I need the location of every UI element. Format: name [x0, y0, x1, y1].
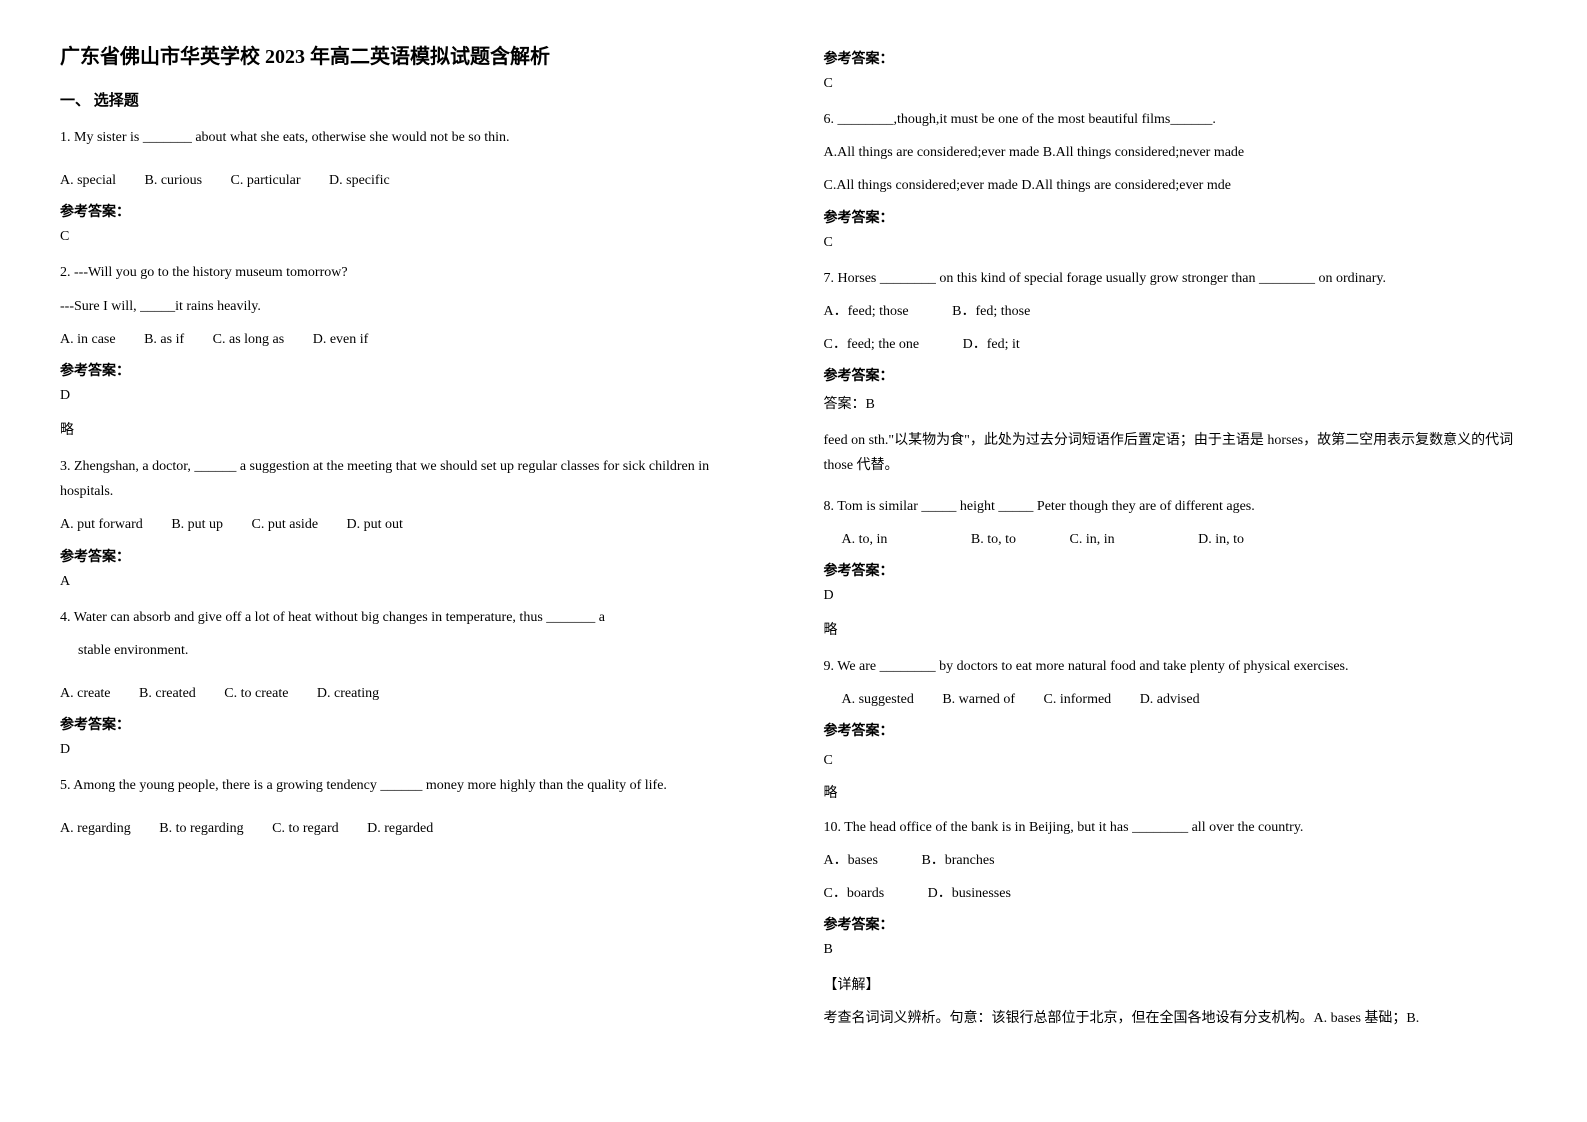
q9-optC: C. informed — [1044, 692, 1112, 707]
q4-options: A. create B. created C. to create D. cre… — [60, 681, 764, 706]
q4-answer: D — [60, 742, 764, 758]
q10-optA: A．bases — [824, 848, 878, 873]
q3-text: 3. Zhengshan, a doctor, ______ a suggest… — [60, 454, 764, 504]
q5-optA: A. regarding — [60, 821, 131, 836]
q10-answer-label: 参考答案： — [824, 914, 1528, 934]
q6-optCD: C.All things considered;ever made D.All … — [824, 173, 1528, 198]
q10-answer: B — [824, 942, 1528, 958]
q8-brief: 略 — [824, 619, 1528, 639]
q2-answer-label: 参考答案： — [60, 360, 764, 380]
right-column: 参考答案： C 6. ________,though,it must be on… — [824, 40, 1528, 1047]
q1-optC: C. particular — [231, 173, 301, 188]
q10-options-row2: C．boards D．businesses — [824, 881, 1528, 906]
q1-optA: A. special — [60, 173, 116, 188]
q8-text: 8. Tom is similar _____ height _____ Pet… — [824, 494, 1528, 519]
q1-text: 1. My sister is _______ about what she e… — [60, 125, 764, 150]
q9-optD: D. advised — [1140, 692, 1200, 707]
q7-optA: A．feed; those — [824, 299, 909, 324]
q4-optC: C. to create — [224, 686, 288, 701]
q2-text: 2. ---Will you go to the history museum … — [60, 260, 764, 285]
q10-optD: D．businesses — [928, 881, 1011, 906]
q9-optA: A. suggested — [842, 692, 914, 707]
q9-options: A. suggested B. warned of C. informed D.… — [824, 687, 1528, 712]
q10-optC: C．boards — [824, 881, 885, 906]
q10-text: 10. The head office of the bank is in Be… — [824, 815, 1528, 840]
q2-optC: C. as long as — [213, 332, 285, 347]
q2-text2: ---Sure I will, _____it rains heavily. — [60, 294, 764, 319]
q6-answer: C — [824, 235, 1528, 251]
q5-optD: D. regarded — [367, 821, 433, 836]
q9-answer-label: 参考答案： — [824, 720, 1528, 740]
q8-answer: D — [824, 588, 1528, 604]
q7-options-row2: C．feed; the one D．fed; it — [824, 332, 1528, 357]
page-container: 广东省佛山市华英学校 2023 年高二英语模拟试题含解析 一、 选择题 1. M… — [60, 40, 1527, 1047]
q7-explanation: feed on sth."以某物为食"，此处为过去分词短语作后置定语；由于主语是… — [824, 428, 1528, 478]
q5-answer-label: 参考答案： — [824, 48, 1528, 68]
q10-explanation: 考查名词词义辨析。句意：该银行总部位于北京，但在全国各地设有分支机构。A. ba… — [824, 1006, 1528, 1031]
q9-brief: 略 — [824, 781, 1528, 806]
q10-optB: B．branches — [921, 848, 994, 873]
left-column: 广东省佛山市华英学校 2023 年高二英语模拟试题含解析 一、 选择题 1. M… — [60, 40, 764, 1047]
q6-text: 6. ________,though,it must be one of the… — [824, 107, 1528, 132]
q6-answer-label: 参考答案： — [824, 207, 1528, 227]
q1-answer: C — [60, 229, 764, 245]
q4-optA: A. create — [60, 686, 111, 701]
q4-text: 4. Water can absorb and give off a lot o… — [60, 605, 764, 630]
q4-text2: stable environment. — [60, 638, 764, 663]
q4-optB: B. created — [139, 686, 196, 701]
q3-optD: D. put out — [347, 517, 403, 532]
q5-answer: C — [824, 76, 1528, 92]
q3-answer-label: 参考答案： — [60, 546, 764, 566]
q10-detail-label: 【详解】 — [824, 973, 1528, 998]
q2-optA: A. in case — [60, 332, 116, 347]
q1-optD: D. specific — [329, 173, 390, 188]
q7-optB: B．fed; those — [952, 299, 1030, 324]
q2-optD: D. even if — [313, 332, 369, 347]
q6-optAB: A.All things are considered;ever made B.… — [824, 140, 1528, 165]
q4-answer-label: 参考答案： — [60, 714, 764, 734]
q1-options: A. special B. curious C. particular D. s… — [60, 168, 764, 193]
q7-optC: C．feed; the one — [824, 332, 920, 357]
document-title: 广东省佛山市华英学校 2023 年高二英语模拟试题含解析 — [60, 40, 764, 69]
q7-answer-label: 参考答案： — [824, 365, 1528, 385]
q9-text: 9. We are ________ by doctors to eat mor… — [824, 654, 1528, 679]
q7-options-row1: A．feed; those B．fed; those — [824, 299, 1528, 324]
q3-optC: C. put aside — [252, 517, 319, 532]
q2-brief: 略 — [60, 419, 764, 439]
q7-text: 7. Horses ________ on this kind of speci… — [824, 266, 1528, 291]
q8-options: A. to, in B. to, to C. in, in D. in, to — [824, 527, 1528, 552]
q3-answer: A — [60, 574, 764, 590]
q9-optB: B. warned of — [942, 692, 1015, 707]
q8-optC: C. in, in — [1070, 527, 1115, 552]
q2-optB: B. as if — [144, 332, 184, 347]
q3-optB: B. put up — [171, 517, 223, 532]
q5-options: A. regarding B. to regarding C. to regar… — [60, 816, 764, 841]
q2-answer: D — [60, 388, 764, 404]
q4-optD: D. creating — [317, 686, 379, 701]
q1-answer-label: 参考答案： — [60, 201, 764, 221]
q8-answer-label: 参考答案： — [824, 560, 1528, 580]
q7-answer: 答案：B — [824, 393, 1528, 413]
q10-options-row1: A．bases B．branches — [824, 848, 1528, 873]
q9-answer: C — [824, 748, 1528, 773]
q2-options: A. in case B. as if C. as long as D. eve… — [60, 327, 764, 352]
section-header: 一、 选择题 — [60, 89, 764, 110]
q5-text: 5. Among the young people, there is a gr… — [60, 773, 764, 798]
q5-optB: B. to regarding — [159, 821, 243, 836]
q8-optB: B. to, to — [971, 527, 1016, 552]
q3-options: A. put forward B. put up C. put aside D.… — [60, 512, 764, 537]
q1-optB: B. curious — [144, 173, 202, 188]
q8-optA: A. to, in — [842, 527, 888, 552]
q3-optA: A. put forward — [60, 517, 143, 532]
q8-optD: D. in, to — [1198, 527, 1244, 552]
q5-optC: C. to regard — [272, 821, 338, 836]
q7-optD: D．fed; it — [963, 332, 1020, 357]
